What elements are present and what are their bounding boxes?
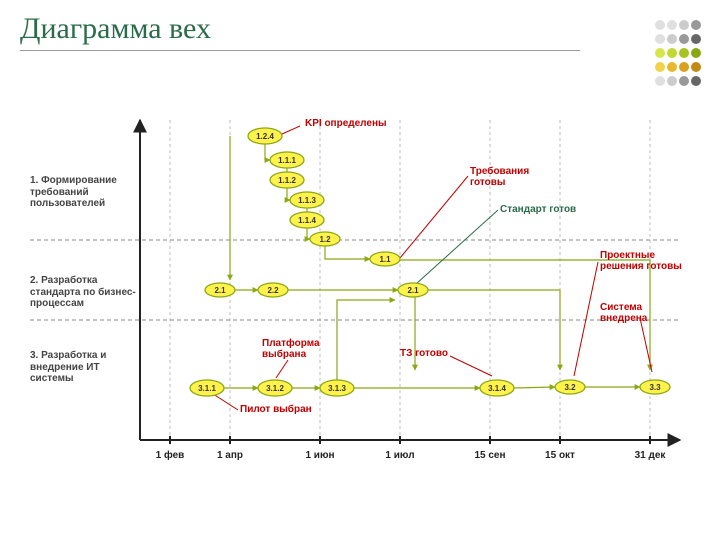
row-label: 3. Разработка и внедрение ИТ системы [30, 350, 140, 385]
callout-label: Проектные решения готовы [600, 250, 690, 272]
svg-text:1.2.4: 1.2.4 [256, 132, 274, 141]
row-label: 1. Формирование требований пользователей [30, 175, 140, 210]
milestone-node: 2.1 [398, 283, 428, 297]
milestone-node: 2.1 [205, 283, 235, 297]
callout-label: Стандарт готов [500, 204, 576, 215]
callout-label: Система внедрена [600, 302, 690, 324]
svg-text:1.1.2: 1.1.2 [278, 176, 296, 185]
svg-text:3.3: 3.3 [649, 383, 661, 392]
axis-tick-label: 1 июн [305, 450, 334, 461]
milestone-node: 3.1.1 [190, 380, 224, 396]
axis-tick-label: 15 сен [474, 450, 505, 461]
svg-text:1.1.3: 1.1.3 [298, 196, 316, 205]
milestone-node: 1.1.4 [290, 212, 324, 228]
milestone-node: 3.1.4 [480, 380, 514, 396]
callout-label: Пилот выбран [240, 404, 312, 415]
svg-text:3.1.3: 3.1.3 [328, 384, 346, 393]
milestone-node: 1.1 [370, 252, 400, 266]
axis-tick-label: 1 апр [217, 450, 243, 461]
svg-text:3.1.4: 3.1.4 [488, 384, 506, 393]
axis-tick-label: 1 фев [156, 450, 185, 461]
milestone-node: 2.2 [258, 283, 288, 297]
milestone-node: 3.2 [555, 380, 585, 394]
svg-text:3.1.1: 3.1.1 [198, 384, 216, 393]
milestone-node: 1.1.2 [270, 172, 304, 188]
milestone-node: 1.1.3 [290, 192, 324, 208]
svg-text:1.2: 1.2 [319, 235, 331, 244]
row-label: 2. Разработка стандарта по бизнес-процес… [30, 275, 140, 310]
svg-text:1.1: 1.1 [379, 255, 391, 264]
svg-text:2.1: 2.1 [407, 286, 419, 295]
callout-label: Платформа выбрана [262, 338, 352, 360]
milestone-node: 1.2 [310, 232, 340, 246]
milestone-node: 1.2.4 [248, 128, 282, 144]
callout-label: ТЗ готово [400, 348, 448, 359]
milestone-node: 1.1.1 [270, 152, 304, 168]
svg-text:3.2: 3.2 [564, 383, 576, 392]
svg-text:1.1.1: 1.1.1 [278, 156, 296, 165]
callout-label: Требования готовы [470, 166, 560, 188]
svg-text:2.2: 2.2 [267, 286, 279, 295]
axis-tick-label: 15 окт [545, 450, 575, 461]
milestone-node: 3.1.3 [320, 380, 354, 396]
milestone-node: 3.1.2 [258, 380, 292, 396]
milestone-node: 3.3 [640, 380, 670, 394]
axis-tick-label: 31 дек [635, 450, 666, 461]
svg-text:1.1.4: 1.1.4 [298, 216, 316, 225]
svg-text:3.1.2: 3.1.2 [266, 384, 284, 393]
svg-text:2.1: 2.1 [214, 286, 226, 295]
callout-label: KPI определены [305, 118, 387, 129]
axis-tick-label: 1 июл [385, 450, 414, 461]
